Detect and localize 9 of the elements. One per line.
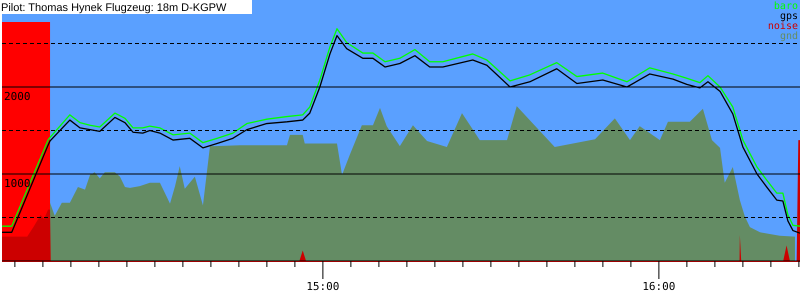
x-tick-label: 16:00	[642, 280, 676, 293]
chart-title: Pilot: Thomas Hynek Flugzeug: 18m D-KGPW	[1, 2, 227, 14]
text: baro	[774, 1, 798, 12]
y-tick-label: 2000	[4, 90, 30, 103]
x-tick-label: 15:00	[306, 280, 340, 293]
text: noise	[768, 21, 798, 32]
y-tick-label: 1000	[4, 177, 30, 190]
text: gnd	[780, 31, 798, 42]
text: gps	[780, 11, 798, 22]
